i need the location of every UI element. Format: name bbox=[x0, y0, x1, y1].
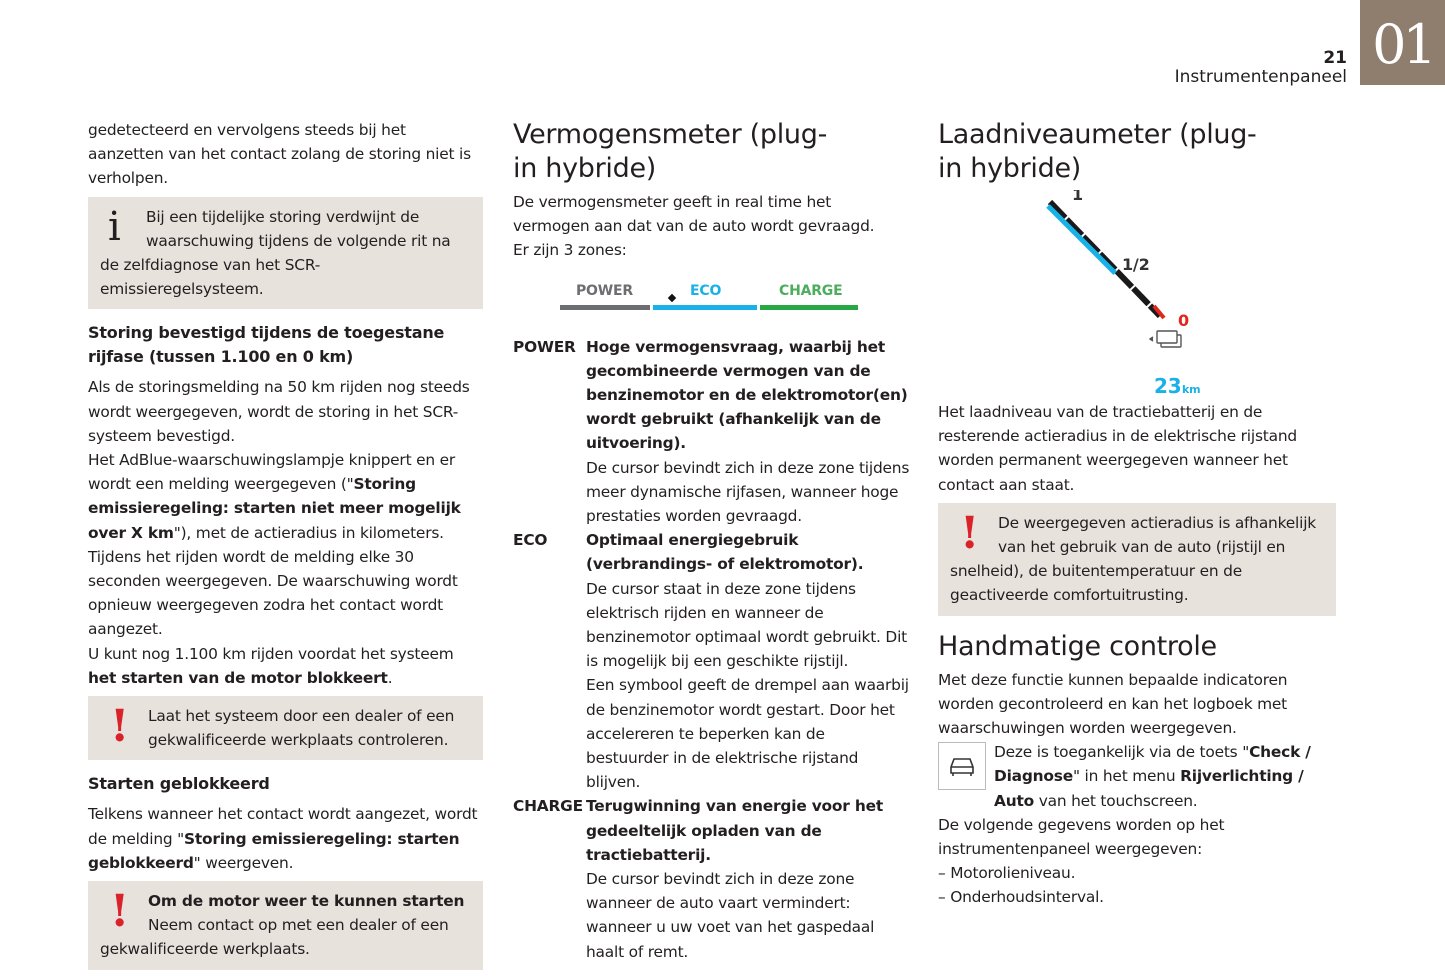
text-segment: Tijdens het rijden wordt de melding elke… bbox=[88, 547, 458, 639]
text-segment: " in het menu bbox=[1072, 767, 1181, 786]
zone-key: POWER bbox=[513, 337, 576, 356]
text-segment: U kunt nog 1.100 km rijden voordat het s… bbox=[88, 644, 454, 663]
list-item: Onderhoudsinterval. bbox=[938, 885, 1336, 909]
power-meter-zones: POWER ECO CHARGE bbox=[513, 271, 911, 323]
warning-box: ! Laat het systeem door een dealer of ee… bbox=[88, 696, 483, 761]
paragraph: Als de storingsmelding na 50 km rijden n… bbox=[88, 375, 483, 448]
zone-label-charge: CHARGE bbox=[779, 282, 843, 299]
zone-description: Optimaal energiegebruik (verbrandings- o… bbox=[586, 528, 911, 794]
zone-bar-charge bbox=[760, 304, 858, 310]
paragraph: Deze is toegankelijk via de toets "Check… bbox=[938, 740, 1336, 813]
zone-bar-eco bbox=[653, 304, 757, 310]
zone-label-power: POWER bbox=[576, 282, 633, 299]
intro-paragraph: gedetecteerd en vervolgens steeds bij he… bbox=[88, 118, 483, 191]
zone-summary: Hoge vermogensvraag, waarbij het gecombi… bbox=[586, 337, 908, 453]
zone-detail: De cursor bevindt zich in deze zone wann… bbox=[586, 870, 875, 961]
text-segment: . bbox=[387, 668, 393, 687]
emphasized-text: Storing emissieregeling: starten niet me… bbox=[88, 475, 461, 542]
gauge-scale bbox=[1047, 199, 1163, 319]
battery-icon bbox=[1148, 330, 1182, 348]
paragraph: Telkens wanneer het contact wordt aangez… bbox=[88, 802, 483, 875]
zone-key: ECO bbox=[513, 531, 548, 550]
paragraph: Het AdBlue-waarschuwingslampje knippert … bbox=[88, 448, 483, 545]
paragraph: U kunt nog 1.100 km rijden voordat het s… bbox=[88, 642, 483, 690]
paragraph: Tijdens het rijden wordt de melding elke… bbox=[88, 545, 483, 642]
warning-text: Neem contact op met een dealer of een ge… bbox=[100, 916, 449, 959]
zone-bar-power bbox=[560, 304, 650, 310]
zone-description: Terugwinning van energie voor het gedeel… bbox=[586, 794, 911, 963]
section-title: Instrumentenpaneel bbox=[1174, 67, 1347, 87]
zone-summary: Terugwinning van energie voor het gedeel… bbox=[586, 797, 883, 864]
check-diagnose-paragraph: Deze is toegankelijk via de toets "Check… bbox=[938, 740, 1336, 813]
zone-detail: Een symbool geeft de drempel aan waarbij… bbox=[586, 676, 909, 792]
text-segment: gedetecteerd en vervolgens steeds bij he… bbox=[88, 121, 471, 188]
zone-definitions: POWER Hoge vermogensvraag, waarbij het ge… bbox=[513, 335, 911, 964]
warning-box: ! Om de motor weer te kunnen starten Nee… bbox=[88, 881, 483, 970]
zone-label-eco: ECO bbox=[690, 282, 722, 299]
warning-box: ! De weergegeven actieradius is afhankel… bbox=[938, 502, 1336, 616]
page-number: 21 bbox=[1323, 48, 1347, 68]
warning-icon: ! bbox=[960, 507, 980, 559]
paragraph: Er zijn 3 zones: bbox=[513, 241, 627, 260]
data-list: Motorolieniveau. Onderhoudsinterval. bbox=[938, 861, 1336, 909]
emphasized-text: Rijverlichting / Auto bbox=[994, 767, 1304, 810]
text-segment: Het AdBlue-waarschuwingslampje knippert … bbox=[88, 451, 456, 494]
column-1: gedetecteerd en vervolgens steeds bij he… bbox=[88, 118, 483, 980]
warning-icon: ! bbox=[110, 701, 130, 753]
section-title: Handmatige controle bbox=[938, 630, 1217, 662]
section-heading: Starten geblokkeerd bbox=[88, 774, 270, 794]
zone-detail: De cursor bevindt zich in deze zone tijd… bbox=[586, 458, 910, 526]
warning-text: Laat het systeem door een dealer of een … bbox=[148, 707, 455, 750]
zone-summary: Optimaal energiegebruik (verbrandings- o… bbox=[586, 531, 864, 574]
list-item: Motorolieniveau. bbox=[938, 861, 1336, 885]
gauge-label-half: 1/2 bbox=[1122, 255, 1150, 274]
range-unit: km bbox=[1182, 383, 1200, 396]
zone-description: Hoge vermogensvraag, waarbij het gecombi… bbox=[586, 335, 911, 529]
emphasized-text: Check / Diagnose bbox=[994, 743, 1311, 786]
warning-title: Om de motor weer te kunnen starten bbox=[148, 892, 465, 911]
zone-detail: De cursor staat in deze zone tijdens ele… bbox=[586, 579, 907, 671]
warning-text: De weergegeven actieradius is afhankelij… bbox=[950, 513, 1316, 605]
range-value: 23 bbox=[1154, 374, 1181, 398]
paragraph: Met deze functie kunnen bepaalde indicat… bbox=[938, 670, 1288, 738]
warning-icon: ! bbox=[110, 886, 130, 938]
info-text: Bij een tijdelijke storing verdwijnt de … bbox=[100, 207, 451, 299]
text-segment: Als de storingsmelding na 50 km rijden n… bbox=[88, 378, 470, 445]
gauge-label-full: 1 bbox=[1072, 190, 1083, 204]
section-title: Laadniveaumeter (plug-in hybride) bbox=[938, 119, 1257, 184]
text-segment: " weergeven. bbox=[193, 853, 294, 872]
charge-level-gauge: 1 1/2 0 23 km bbox=[938, 185, 1336, 400]
gauge-label-empty: 0 bbox=[1178, 311, 1189, 330]
zone-key: CHARGE bbox=[513, 797, 583, 816]
column-2: Vermogensmeter (plug-in hybride) De verm… bbox=[513, 118, 911, 964]
section-heading: Storing bevestigd tijdens de toegestane … bbox=[88, 323, 445, 367]
gauge-graphic: 1 1/2 0 23 km bbox=[1046, 185, 1201, 398]
text-segment: Telkens wanneer het contact wordt aangez… bbox=[88, 805, 478, 848]
emphasized-text: Storing emissieregeling: starten geblokk… bbox=[88, 829, 460, 872]
text-segment: Deze is toegankelijk via de toets " bbox=[994, 743, 1250, 762]
column-3: Laadniveaumeter (plug-in hybride) 1 1/2 … bbox=[938, 118, 1336, 910]
paragraph: De vermogensmeter geeft in real time het… bbox=[513, 193, 875, 236]
text-segment: van het touchscreen. bbox=[1034, 791, 1198, 810]
section-title: Vermogensmeter (plug-in hybride) bbox=[513, 119, 828, 184]
car-diagnose-button-icon bbox=[938, 742, 986, 791]
text-segment: "), met de actieradius in kilometers. bbox=[173, 523, 444, 542]
paragraph: De volgende gegevens worden op het instr… bbox=[938, 815, 1225, 859]
info-icon: i bbox=[108, 203, 121, 250]
paragraph: Het laadniveau van de tractiebatterij en… bbox=[938, 403, 1297, 494]
gauge-low-zone bbox=[1152, 304, 1166, 320]
engine-start-threshold-icon bbox=[667, 293, 677, 302]
info-box: i Bij een tijdelijke storing verdwijnt d… bbox=[88, 196, 483, 310]
emphasized-text: het starten van de motor blokkeert bbox=[88, 668, 388, 687]
gauge-charge-fill bbox=[1046, 204, 1117, 275]
chapter-tab: 01 bbox=[1360, 0, 1445, 85]
